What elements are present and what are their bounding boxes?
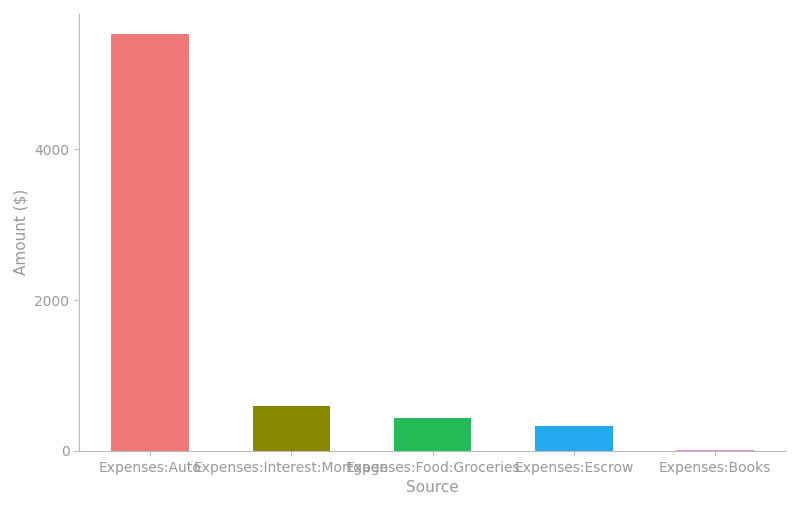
Bar (394, 418, 471, 451)
Bar (253, 406, 330, 451)
Bar (111, 34, 189, 451)
Bar (535, 426, 613, 451)
Y-axis label: Amount ($): Amount ($) (14, 189, 29, 275)
X-axis label: Source: Source (406, 480, 459, 495)
Bar (676, 450, 754, 451)
